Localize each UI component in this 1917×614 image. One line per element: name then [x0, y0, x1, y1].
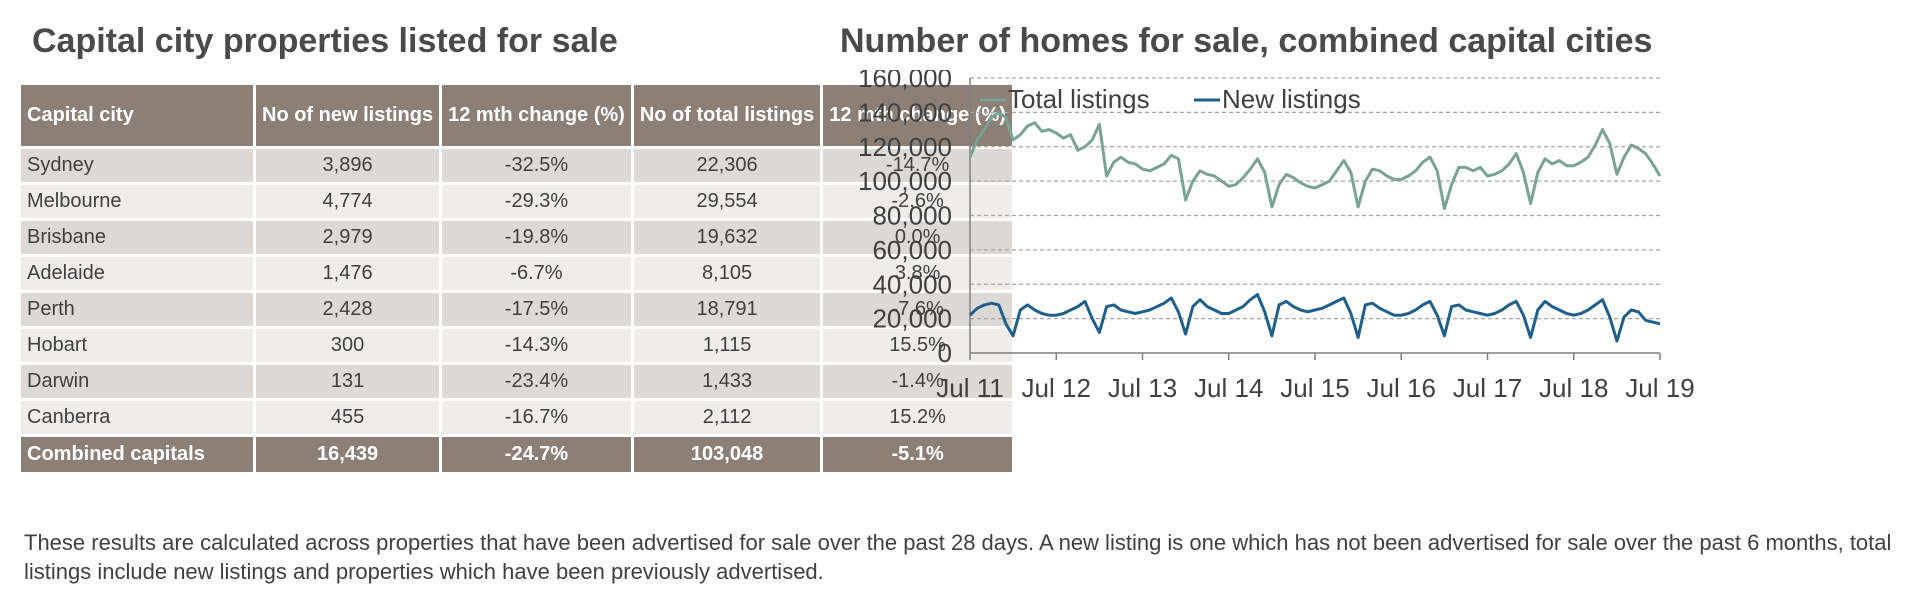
cell-new: 2,428 [252, 290, 443, 329]
cell-total: 8,105 [630, 254, 824, 293]
cell-total-change: 3.8% [820, 254, 1015, 293]
total-new: 16,439 [252, 434, 443, 475]
cell-new: 4,774 [252, 182, 443, 221]
header-capital-city: Capital city [18, 82, 256, 149]
x-tick-label: Jul 11 [936, 373, 1003, 403]
table-total-row: Combined capitals 16,439 -24.7% 103,048 … [18, 434, 1015, 475]
legend-label: Total listings [1008, 84, 1150, 114]
cell-total: 29,554 [630, 182, 824, 221]
y-tick-label: 40,000 [872, 269, 952, 299]
header-new-listings: No of new listings [252, 82, 443, 149]
table-header-row: Capital city No of new listings 12 mth c… [18, 82, 1015, 149]
y-tick-label: 20,000 [872, 304, 952, 334]
x-tick-label: Jul 14 [1194, 373, 1263, 403]
cell-new: 3,896 [252, 146, 443, 185]
cell-total: 22,306 [630, 146, 824, 185]
cell-city: Perth [18, 290, 256, 329]
total-total-change: -5.1% [820, 434, 1015, 475]
x-tick-label: Jul 19 [1625, 373, 1694, 403]
table-title: Capital city properties listed for sale [32, 22, 618, 60]
total-city: Combined capitals [18, 434, 256, 475]
cell-total: 19,632 [630, 218, 824, 257]
cell-total: 1,433 [630, 362, 824, 401]
x-tick-label: Jul 16 [1367, 373, 1436, 403]
x-tick-label: Jul 18 [1539, 373, 1608, 403]
cell-city: Adelaide [18, 254, 256, 293]
total-new-change: -24.7% [439, 434, 634, 475]
header-new-change: 12 mth change (%) [439, 82, 634, 149]
y-tick-label: 0 [938, 338, 952, 368]
cell-total-change: -1.4% [820, 362, 1015, 401]
table-row: Hobart 300 -14.3% 1,115 15.5% [18, 326, 1015, 365]
y-tick-label: 100,000 [858, 166, 952, 196]
cell-new: 1,476 [252, 254, 443, 293]
cell-new-change: -29.3% [439, 182, 634, 221]
cell-new: 455 [252, 398, 443, 437]
table-row: Brisbane 2,979 -19.8% 19,632 0.0% [18, 218, 1015, 257]
cell-new-change: -17.5% [439, 290, 634, 329]
cell-new-change: -19.8% [439, 218, 634, 257]
cell-new-change: -14.3% [439, 326, 634, 365]
cell-city: Darwin [18, 362, 256, 401]
chart-title: Number of homes for sale, combined capit… [840, 22, 1653, 60]
footnote: These results are calculated across prop… [24, 530, 1892, 584]
cell-total-change: -2.6% [820, 182, 1015, 221]
cell-city: Canberra [18, 398, 256, 437]
table-row: Adelaide 1,476 -6.7% 8,105 3.8% [18, 254, 1015, 293]
y-tick-label: 160,000 [858, 70, 952, 93]
table-body: Sydney 3,896 -32.5% 22,306 -14.7% Melbourne 4,… [18, 146, 1015, 437]
y-tick-label: 60,000 [872, 235, 952, 265]
cell-total-change: -7.6% [820, 290, 1015, 329]
cell-new-change: -23.4% [439, 362, 634, 401]
cell-new: 2,979 [252, 218, 443, 257]
total-total: 103,048 [630, 434, 824, 475]
cell-city: Sydney [18, 146, 256, 185]
table-row: Sydney 3,896 -32.5% 22,306 -14.7% [18, 146, 1015, 185]
table-row: Melbourne 4,774 -29.3% 29,554 -2.6% [18, 182, 1015, 221]
x-tick-label: Jul 13 [1108, 373, 1177, 403]
table-row: Canberra 455 -16.7% 2,112 15.2% [18, 398, 1015, 437]
table-row: Perth 2,428 -17.5% 18,791 -7.6% [18, 290, 1015, 329]
cell-new-change: -32.5% [439, 146, 634, 185]
series-line-new-listings [968, 293, 1661, 343]
cell-new: 300 [252, 326, 443, 365]
header-total-change: 12 mth change (%) [820, 82, 1015, 149]
cell-total-change: 15.2% [820, 398, 1015, 437]
legend-label: New listings [1222, 84, 1361, 114]
cell-total-change: 0.0% [820, 218, 1015, 257]
y-tick-label: 120,000 [858, 132, 952, 162]
cell-new-change: -16.7% [439, 398, 634, 437]
cell-total: 1,115 [630, 326, 824, 365]
cell-city: Hobart [18, 326, 256, 365]
cell-new: 131 [252, 362, 443, 401]
table-row: Darwin 131 -23.4% 1,433 -1.4% [18, 362, 1015, 401]
cell-city: Melbourne [18, 182, 256, 221]
listings-table: Capital city No of new listings 12 mth c… [18, 82, 1015, 475]
cell-city: Brisbane [18, 218, 256, 257]
x-tick-label: Jul 17 [1453, 373, 1522, 403]
line-chart: 0 20,000 40,000 60,000 80,000 100,000 120,000 1… [858, 70, 1695, 403]
cell-total: 18,791 [630, 290, 824, 329]
header-total-listings: No of total listings [630, 82, 824, 149]
x-tick-label: Jul 15 [1280, 373, 1349, 403]
cell-new-change: -6.7% [439, 254, 634, 293]
x-tick-label: Jul 12 [1022, 373, 1091, 403]
cell-total-change: 15.5% [820, 326, 1015, 365]
cell-total: 2,112 [630, 398, 824, 437]
y-tick-label: 140,000 [858, 97, 952, 127]
y-tick-label: 80,000 [872, 201, 952, 231]
series-line-total-listings [968, 110, 1662, 211]
cell-total-change: -14.7% [820, 146, 1015, 185]
